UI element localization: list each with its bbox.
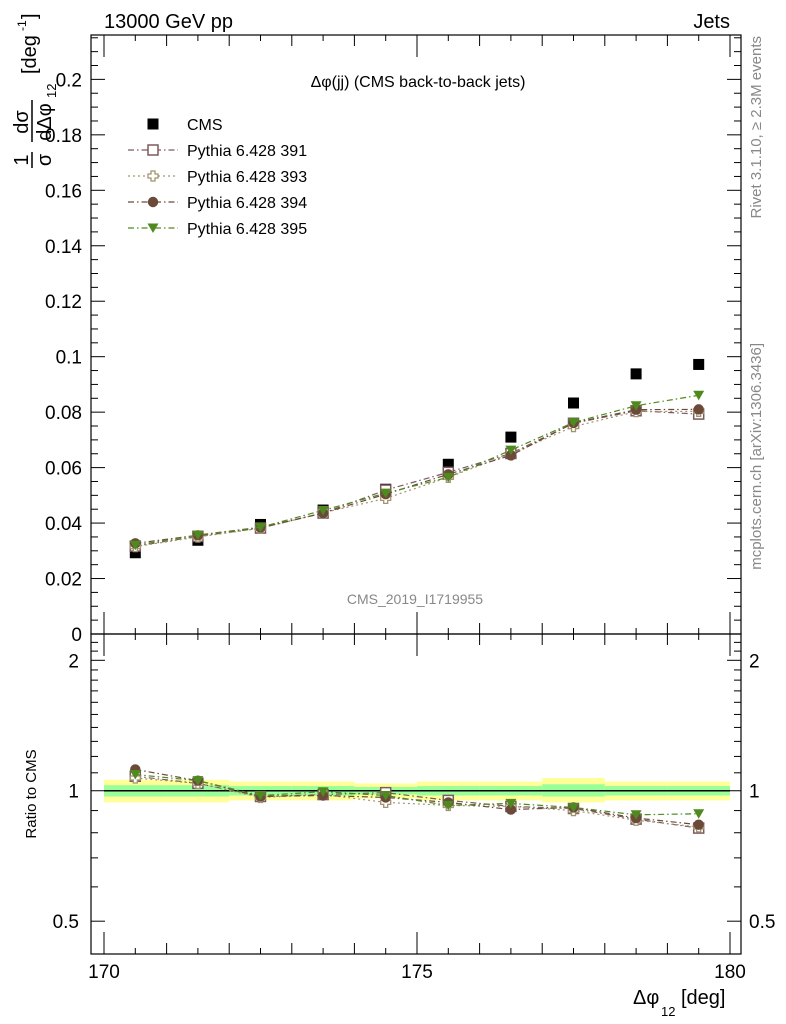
ratio-point-p394 bbox=[693, 819, 704, 830]
data-point-p394 bbox=[693, 404, 704, 415]
data-point-p395 bbox=[129, 540, 141, 551]
rivet-version-label: Rivet 3.1.10, ≥ 2.3M events bbox=[748, 36, 765, 219]
mcplots-label: mcplots.cern.ch [arXiv:1306.3436] bbox=[748, 343, 765, 570]
ylabel-d-num: dσ bbox=[11, 110, 33, 134]
main-y-tick-label: 0.12 bbox=[45, 292, 82, 313]
ratio-y-tick-label: 2 bbox=[68, 651, 79, 672]
ratio-y-tick-label-right: 1 bbox=[749, 782, 760, 803]
main-y-tick-label: 0.1 bbox=[56, 348, 82, 369]
data-point-p395 bbox=[568, 417, 579, 428]
main-y-tick-label: 0 bbox=[71, 625, 82, 646]
data-point-cms bbox=[568, 397, 579, 409]
analysis-watermark: CMS_2019_I1719955 bbox=[347, 591, 483, 607]
data-point-p394 bbox=[505, 450, 517, 461]
ratio-line-p395 bbox=[135, 773, 699, 816]
data-point-cms bbox=[129, 547, 141, 559]
ratio-point-p395 bbox=[630, 810, 642, 820]
legend-marker-p393 bbox=[147, 170, 159, 182]
legend-label-p391: Pythia 6.428 391 bbox=[187, 143, 307, 160]
x-axis-label: Δφ 12 [deg] bbox=[633, 987, 725, 1019]
ratio-panel: 170 175 180 0.5 0.5 1 1 2 2 bbox=[53, 633, 775, 983]
ratio-point-p395 bbox=[129, 770, 141, 780]
xlabel-unit: [deg] bbox=[681, 987, 725, 1009]
ratio-point-p395 bbox=[255, 791, 266, 801]
data-point-p395 bbox=[255, 522, 266, 533]
ratio-y-tick-label: 1 bbox=[68, 782, 79, 803]
ratio-point-p395 bbox=[568, 802, 579, 813]
x-tick-label: 175 bbox=[401, 962, 433, 983]
legend-marker-p391 bbox=[147, 144, 159, 156]
legend-label-cms: CMS bbox=[187, 117, 223, 134]
data-point-p395 bbox=[505, 445, 517, 456]
main-y-tick-label: 0.08 bbox=[45, 403, 82, 424]
main-y-tick-label: 0.18 bbox=[45, 126, 82, 147]
ylabel-unit: [deg bbox=[19, 35, 41, 74]
legend-label-p395: Pythia 6.428 395 bbox=[187, 221, 307, 238]
legend-label-p393: Pythia 6.428 393 bbox=[187, 169, 307, 186]
ratio-point-p395 bbox=[192, 776, 204, 786]
header-right-label: Jets bbox=[693, 11, 730, 33]
legend-marker-p394 bbox=[147, 196, 159, 208]
series-line-p394 bbox=[135, 408, 699, 544]
main-y-tick-label: 0.04 bbox=[45, 514, 82, 535]
ratio-frame bbox=[90, 633, 742, 955]
series-line-p393 bbox=[135, 410, 699, 548]
ratio-point-p395 bbox=[442, 800, 454, 811]
legend-label-p394: Pythia 6.428 394 bbox=[187, 195, 307, 212]
xlabel-subscript: 12 bbox=[661, 1004, 675, 1019]
legend-marker-p395 bbox=[147, 223, 159, 233]
ylabel-unit-exponent: -1 bbox=[15, 20, 29, 31]
ylabel-frac-num: 1 bbox=[11, 154, 33, 165]
ratio-y-tick-label: 0.5 bbox=[53, 912, 79, 933]
main-y-tick-label: 0.16 bbox=[45, 181, 82, 202]
main-y-tick-label: 0.02 bbox=[45, 570, 82, 591]
ylabel-d-den: dΔφ bbox=[34, 103, 56, 140]
ylabel-unit-close: ] bbox=[19, 13, 41, 19]
series-line-p391 bbox=[135, 410, 699, 547]
data-point-p395 bbox=[630, 401, 642, 411]
data-point-p395 bbox=[442, 472, 454, 483]
header-left-label: 13000 GeV pp bbox=[104, 11, 233, 33]
chart-title: Δφ(jj) (CMS back-to-back jets) bbox=[311, 74, 526, 91]
ratio-y-axis-label: Ratio to CMS bbox=[23, 749, 40, 838]
data-point-p395 bbox=[192, 530, 204, 540]
data-point-p395 bbox=[693, 390, 705, 401]
ratio-y-tick-label-right: 0.5 bbox=[749, 912, 775, 933]
main-y-tick-label: 0.06 bbox=[45, 459, 82, 480]
main-panel: 0 0.02 0.04 0.06 0.08 0.1 0.12 0.14 0.16 0.18 0.2 bbox=[45, 34, 742, 646]
data-point-cms bbox=[693, 358, 705, 370]
ratio-y-tick-label-right: 2 bbox=[749, 651, 760, 672]
data-point-p395 bbox=[317, 505, 329, 516]
ratio-point-p395 bbox=[317, 787, 329, 797]
data-point-cms bbox=[505, 431, 517, 443]
legend: CMS Pythia 6.428 391 Pythia 6.428 393 Pythi… bbox=[128, 117, 307, 238]
ratio-line-p391 bbox=[135, 775, 699, 829]
ratio-point-p394 bbox=[505, 804, 517, 815]
ratio-point-p395 bbox=[693, 809, 705, 819]
data-point-cms bbox=[442, 458, 454, 470]
legend-marker-cms bbox=[147, 118, 159, 130]
x-tick-label: 180 bbox=[714, 962, 746, 983]
main-y-axis-label: 1 σ dσ dΔφ 12 [deg -1 ] bbox=[11, 13, 59, 168]
xlabel-main: Δφ bbox=[633, 987, 659, 1009]
ylabel-frac-den: σ bbox=[34, 153, 56, 166]
ratio-point-p395 bbox=[380, 791, 392, 801]
series-line-p395 bbox=[135, 394, 699, 546]
ratio-point-p395 bbox=[505, 798, 517, 809]
data-point-p395 bbox=[380, 488, 392, 499]
x-tick-label: 170 bbox=[88, 962, 120, 983]
main-y-tick-label: 0.14 bbox=[45, 237, 82, 258]
main-y-tick-label: 0.2 bbox=[56, 70, 82, 91]
ylabel-subscript: 12 bbox=[44, 84, 59, 98]
data-point-cms bbox=[630, 368, 642, 380]
